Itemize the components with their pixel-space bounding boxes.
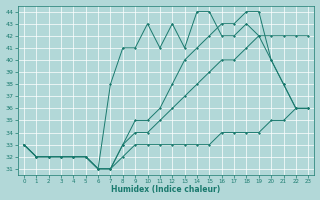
X-axis label: Humidex (Indice chaleur): Humidex (Indice chaleur) (111, 185, 221, 194)
